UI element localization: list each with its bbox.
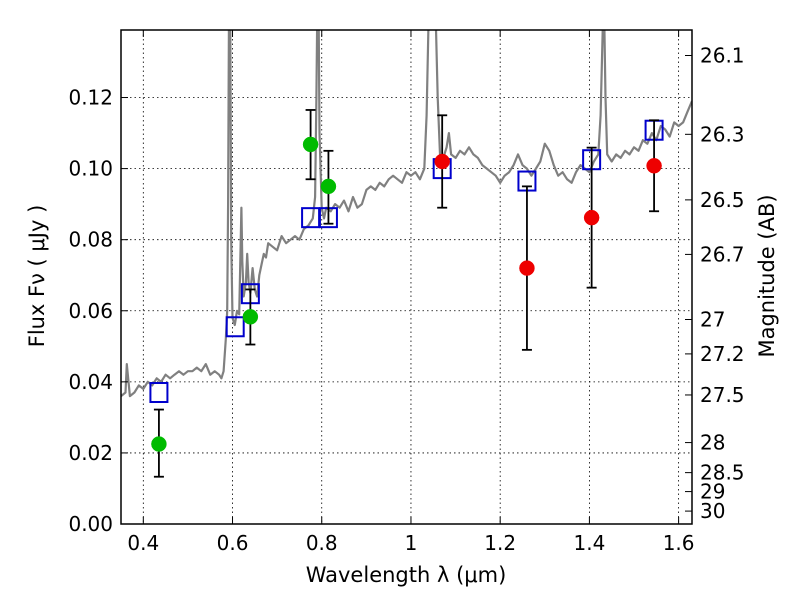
y-tick-label: 0.04 (68, 370, 113, 394)
plot-area (121, 30, 692, 478)
observed-point (583, 209, 600, 226)
y2-tick-label: 26.1 (700, 43, 745, 67)
x-tick-label: 0.8 (306, 531, 338, 555)
x-tick-label: 1.4 (573, 531, 605, 555)
observed-point (519, 260, 535, 276)
y2-tick-label: 26.7 (700, 242, 745, 266)
y-tick-label: 0.08 (68, 228, 113, 252)
spectrum-line (121, 30, 692, 398)
observed-point (302, 136, 319, 153)
y2-tick-label: 29 (700, 480, 725, 504)
y-tick-label: 0.12 (68, 86, 113, 110)
observed-point (242, 309, 259, 325)
x-tick-label: 1.2 (484, 531, 516, 555)
observed-point (646, 158, 662, 174)
observed-point (151, 436, 167, 452)
observed-point (434, 153, 450, 170)
y2-tick-label: 27 (700, 307, 725, 331)
x-tick-label: 1.6 (663, 531, 695, 555)
y2-tick-label: 26.3 (700, 122, 745, 146)
x-tick-label: 0.4 (127, 531, 159, 555)
plot-content (121, 30, 692, 478)
y2-tick-label: 27.2 (700, 342, 745, 366)
x-axis-label: Wavelength λ (μm) (306, 563, 507, 587)
plot-frame (120, 29, 693, 525)
y2-tick-label: 27.5 (700, 383, 745, 407)
axes: 0.4 0.6 0.8 1 1.2 1.4 1.6 0.00 0.02 0.04 0.06 0.08 0… (68, 30, 745, 555)
y2-tick-label: 28 (700, 431, 725, 455)
y2-tick-label: 28.5 (700, 461, 745, 485)
model-point-square (149, 382, 169, 404)
y2-tick-label: 26.5 (700, 188, 745, 212)
y2-tick-label: 30 (700, 499, 725, 523)
model-point-square (301, 207, 321, 229)
x-tick-label: 1 (405, 531, 418, 555)
model-point-square (225, 316, 245, 338)
observed-point (320, 178, 337, 195)
y-tick-label: 0.10 (68, 157, 113, 181)
secondary-y-axis-label: Magnitude (AB) (755, 194, 779, 357)
y-tick-label: 0.02 (68, 441, 113, 465)
x-tick-label: 0.6 (217, 531, 249, 555)
y-tick-label: 0.06 (68, 299, 113, 323)
y-axis-label: Flux Fν ( μJy ) (25, 205, 49, 348)
y-tick-label: 0.00 (68, 512, 113, 536)
